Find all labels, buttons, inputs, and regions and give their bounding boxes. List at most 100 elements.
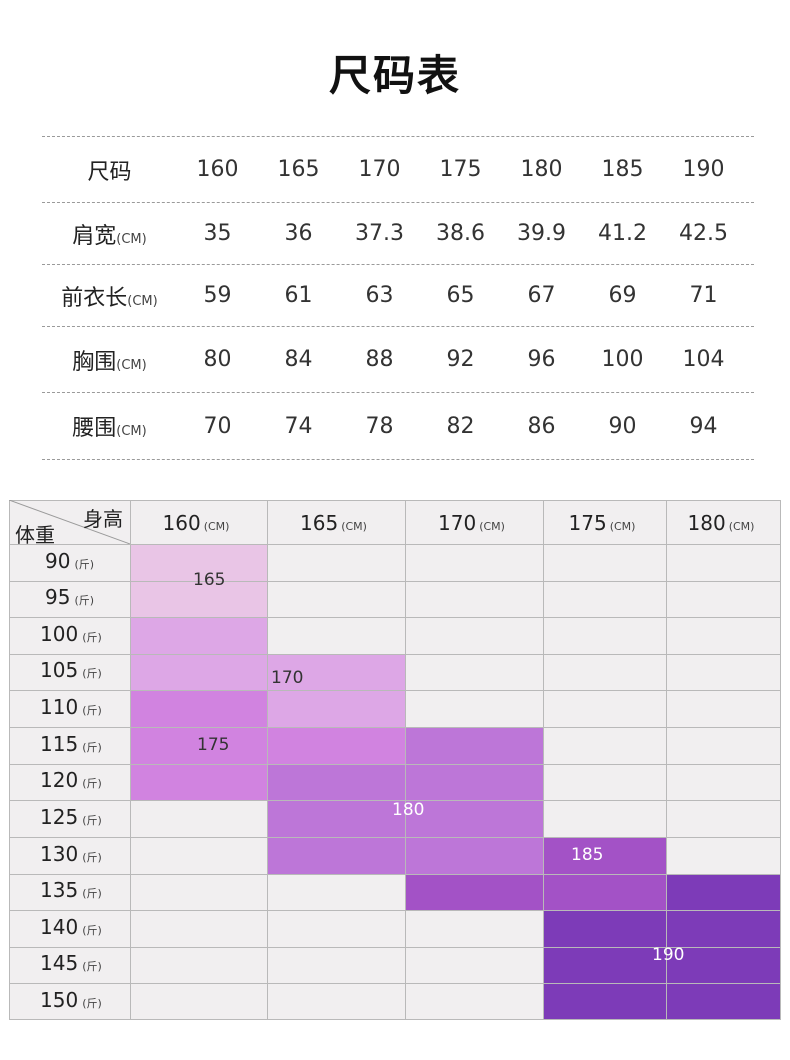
size-region-165 — [130, 544, 267, 617]
front-length-row: 前衣长(CM) 59 61 63 65 67 69 71 — [42, 264, 754, 326]
value-cell: 100 — [601, 347, 644, 372]
row-label: 肩宽(CM) — [72, 223, 147, 249]
size-region-label-165: 165 — [193, 570, 226, 590]
size-header-row: 尺码 160 165 170 175 180 185 190 — [42, 136, 754, 202]
grid-row-line — [9, 800, 781, 801]
grid-row-line — [9, 837, 781, 838]
value-cell: 86 — [527, 413, 556, 439]
value-cell: 41.2 — [598, 221, 647, 246]
size-region-170 — [130, 617, 267, 690]
corner-diagonal — [9, 500, 130, 544]
size-cell: 165 — [277, 157, 320, 182]
grid-row-line — [9, 690, 781, 691]
weight-label-145: 145 (斤) — [40, 951, 102, 975]
grid-row-line — [9, 581, 781, 582]
size-region-180 — [405, 727, 543, 764]
value-cell: 71 — [689, 283, 718, 308]
size-cell: 190 — [682, 157, 725, 182]
value-cell: 69 — [608, 283, 637, 308]
size-header-label: 尺码 — [87, 159, 132, 185]
page-title: 尺码表 — [328, 51, 461, 100]
grid-row-line — [9, 947, 781, 948]
height-header-180: 180 (CM) — [687, 511, 755, 535]
weight-label-135: 135 (斤) — [40, 878, 102, 902]
value-cell: 92 — [446, 347, 475, 372]
grid-row-line — [9, 500, 781, 501]
grid-column-line — [130, 500, 131, 1020]
grid-row-line — [9, 654, 781, 655]
corner-weight-label: 体重 — [15, 523, 55, 547]
weight-label-90: 90 (斤) — [45, 548, 95, 573]
grid-row-line — [9, 983, 781, 984]
size-region-175 — [267, 727, 405, 764]
grid-column-line — [543, 500, 544, 1020]
grid-row-line — [9, 764, 781, 765]
size-region-label-170: 170 — [271, 668, 304, 688]
grid-row-line — [9, 727, 781, 728]
value-cell: 63 — [365, 283, 394, 308]
weight-label-140: 140 (斤) — [40, 914, 102, 939]
weight-label-150: 150 (斤) — [40, 987, 102, 1012]
corner-height-label: 身高 — [83, 507, 123, 531]
value-cell: 80 — [203, 347, 232, 372]
size-cell: 180 — [520, 157, 563, 182]
height-header-170: 170 (CM) — [438, 511, 505, 535]
value-cell: 38.6 — [436, 221, 485, 246]
value-cell: 90 — [608, 413, 637, 439]
row-label: 胸围(CM) — [72, 349, 147, 375]
height-weight-size-chart: 身高体重 160 (CM) 165 (CM) 170 (CM) 175 (CM) 180 (CM) 9… — [9, 500, 781, 1020]
value-cell: 96 — [527, 347, 556, 372]
grid-column-line — [9, 500, 10, 1020]
value-cell: 74 — [284, 413, 313, 439]
height-header-165: 165 (CM) — [300, 511, 367, 535]
shoulder-row: 肩宽(CM) 35 36 37.3 38.6 39.9 41.2 42.5 — [42, 202, 754, 264]
value-cell: 104 — [682, 347, 725, 372]
row-label: 前衣长(CM) — [61, 285, 158, 311]
size-cell: 170 — [358, 157, 401, 182]
weight-label-120: 120 (斤) — [40, 768, 102, 792]
value-cell: 67 — [527, 283, 556, 308]
value-cell: 59 — [203, 283, 232, 308]
value-cell: 70 — [203, 413, 232, 439]
grid-row-line — [9, 910, 781, 911]
value-cell: 65 — [446, 283, 475, 308]
chest-row: 胸围(CM) 80 84 88 92 96 100 104 — [42, 326, 754, 392]
weight-label-125: 125 (斤) — [40, 804, 102, 829]
value-cell: 88 — [365, 347, 394, 372]
grid-row-line — [9, 1019, 781, 1020]
size-cell: 175 — [439, 157, 482, 182]
value-cell: 78 — [365, 413, 394, 439]
value-cell: 84 — [284, 347, 313, 372]
waist-row: 腰围(CM) 70 74 78 82 86 90 94 — [42, 392, 754, 460]
weight-label-130: 130 (斤) — [40, 841, 102, 866]
height-header-160: 160 (CM) — [162, 511, 230, 535]
weight-label-115: 115 (斤) — [40, 731, 102, 756]
weight-label-110: 110 (斤) — [40, 694, 102, 719]
grid-column-line — [405, 500, 406, 1020]
grid-column-line — [666, 500, 667, 1020]
grid-row-line — [9, 874, 781, 875]
weight-label-95: 95 (斤) — [45, 585, 95, 609]
value-cell: 39.9 — [517, 221, 566, 246]
grid-column-line — [267, 500, 268, 1020]
grid-column-line — [780, 500, 781, 1020]
value-cell: 35 — [203, 221, 232, 246]
size-region-175 — [130, 690, 267, 800]
size-region-185 — [405, 874, 666, 910]
size-region-label-180: 180 — [392, 800, 425, 820]
grid-row-line — [9, 617, 781, 618]
value-cell: 82 — [446, 413, 475, 439]
size-region-190 — [543, 910, 666, 1020]
value-cell: 42.5 — [679, 221, 728, 246]
size-cell: 185 — [601, 157, 644, 182]
height-header-175: 175 (CM) — [568, 511, 636, 535]
value-cell: 94 — [689, 413, 718, 439]
size-region-label-185: 185 — [571, 845, 604, 865]
weight-label-100: 100 (斤) — [40, 621, 102, 646]
value-cell: 36 — [284, 221, 313, 246]
weight-label-105: 105 (斤) — [40, 658, 102, 682]
grid-row-line — [9, 544, 781, 545]
value-cell: 61 — [284, 283, 313, 308]
size-cell: 160 — [196, 157, 239, 182]
size-region-label-175: 175 — [197, 735, 230, 755]
